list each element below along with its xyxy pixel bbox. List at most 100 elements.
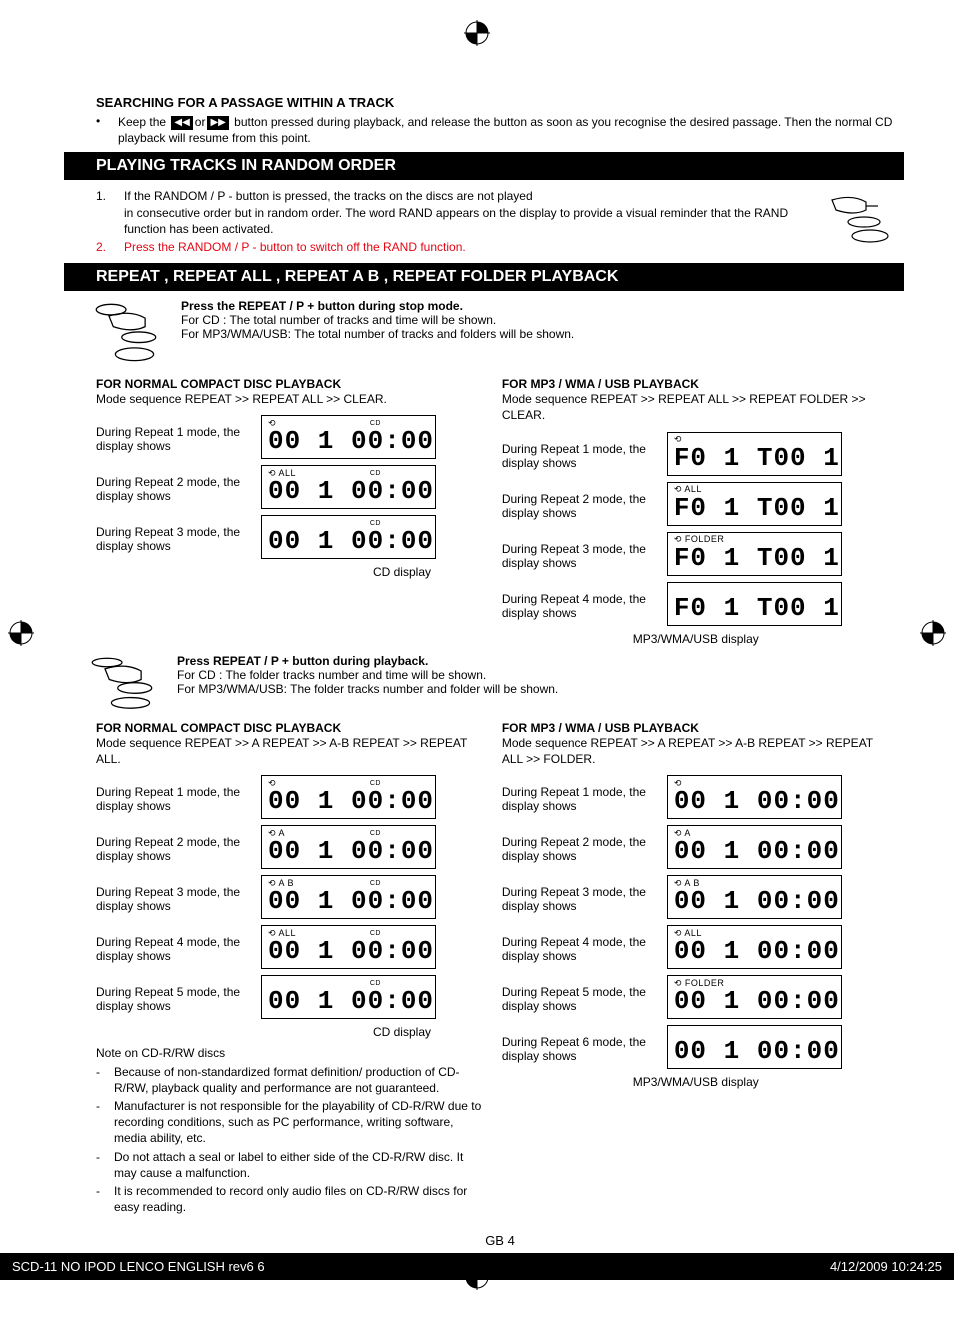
lcd-cd-1: ⟲CD 00 1 00:00 [261,415,436,459]
lcd-seg: 00 1 00:00 [674,1038,835,1064]
footer-bar: SCD-11 NO IPOD LENCO ENGLISH rev6 6 4/12… [0,1253,954,1280]
lcd-cd-3: CD 00 1 00:00 [261,515,436,559]
lcd-seg: 00 1 00:00 [674,838,835,864]
cd-mode1-text: During Repeat 1 mode, the display shows [96,415,251,453]
lcd-seg: F0 1 T00 1 [674,595,835,621]
mp32-mode6-text: During Repeat 6 mode, the display shows [502,1025,657,1063]
random-title-bar: PLAYING TRACKS IN RANDOM ORDER [64,152,904,180]
cd2-mode4-text: During Repeat 4 mode, the display shows [96,925,251,963]
mp3-mode1-text: During Repeat 1 mode, the display shows [502,432,657,470]
hand-pressing-icon-2 [92,299,177,371]
lcd-mp3-4: F0 1 T00 1 [667,582,842,626]
lcd-mp32-5: ⟲ FOLDER 00 1 00:00 [667,975,842,1019]
lcd-seg: F0 1 T00 1 [674,545,835,571]
lcd-seg: 00 1 00:00 [674,888,835,914]
playback-bold: Press REPEAT / P + button during playbac… [177,654,428,668]
dash: - [96,1064,106,1096]
lcd-seg: F0 1 T00 1 [674,445,835,471]
lcd-seg: 00 1 00:00 [268,478,429,504]
cd2-mode3-text: During Repeat 3 mode, the display shows [96,875,251,913]
lcd-seg: 00 1 00:00 [268,988,429,1014]
note-2: Manufacturer is not responsible for the … [114,1098,484,1147]
lcd-seg: 00 1 00:00 [268,788,429,814]
normal-cd-seq-2: Mode sequence REPEAT >> A REPEAT >> A-B … [96,735,484,767]
cd2-mode1-text: During Repeat 1 mode, the display shows [96,775,251,813]
lcd-cd2-2: ⟲ ACD 00 1 00:00 [261,825,436,869]
mp32-mode3-text: During Repeat 3 mode, the display shows [502,875,657,913]
lcd-cd2-4: ⟲ ALLCD 00 1 00:00 [261,925,436,969]
mp32-mode5-text: During Repeat 5 mode, the display shows [502,975,657,1013]
lcd-seg: 00 1 00:00 [674,988,835,1014]
lcd-seg: 00 1 00:00 [268,838,429,864]
mp3-mode4-text: During Repeat 4 mode, the display shows [502,582,657,620]
stopmode-mp3: For MP3/WMA/USB: The total number of tra… [181,327,574,341]
lcd-mp3-3: ⟲ FOLDER F0 1 T00 1 [667,532,842,576]
hand-pressing-icon [824,188,904,257]
mp32-mode4-text: During Repeat 4 mode, the display shows [502,925,657,963]
lcd-mp32-3: ⟲ A B 00 1 00:00 [667,875,842,919]
random-list: 1. If the RANDOM / P - button is pressed… [96,188,814,257]
mp3-display-label-2: MP3/WMA/USB display [502,1075,890,1089]
dash: - [96,1183,106,1215]
lcd-cd-2: ⟲ ALLCD 00 1 00:00 [261,465,436,509]
rewind-icon: ◀◀ [171,116,192,130]
mp32-mode1-text: During Repeat 1 mode, the display shows [502,775,657,813]
cd-display-label-2: CD display [96,1025,431,1039]
bullet-dot: • [96,114,104,146]
dash: - [96,1149,106,1181]
notes-title: Note on CD-R/RW discs [96,1045,484,1061]
random-line1b: in consecutive order but in random order… [124,206,788,236]
mp3-seq-2: Mode sequence REPEAT >> A REPEAT >> A-B … [502,735,890,767]
mp3-seq: Mode sequence REPEAT >> REPEAT ALL >> RE… [502,391,890,423]
mp3-heading-2: FOR MP3 / WMA / USB PLAYBACK [502,721,890,735]
lcd-mp3-2: ⟲ ALL F0 1 T00 1 [667,482,842,526]
normal-cd-heading-2: FOR NORMAL COMPACT DISC PLAYBACK [96,721,484,735]
lcd-seg: F0 1 T00 1 [674,495,835,521]
lcd-mp32-1: ⟲ 00 1 00:00 [667,775,842,819]
dash: - [96,1098,106,1147]
lcd-cd2-3: ⟲ A BCD 00 1 00:00 [261,875,436,919]
cd-mode2-text: During Repeat 2 mode, the display shows [96,465,251,503]
playback-cd: For CD : The folder tracks number and ti… [177,668,558,682]
list-num-2: 2. [96,239,114,255]
mp3-heading: FOR MP3 / WMA / USB PLAYBACK [502,377,890,391]
lcd-seg: 00 1 00:00 [674,788,835,814]
normal-cd-seq: Mode sequence REPEAT >> REPEAT ALL >> CL… [96,391,484,407]
cd-display-label: CD display [96,565,431,579]
mp3-display-label: MP3/WMA/USB display [502,632,890,646]
forward-icon: ▶▶ [207,116,228,130]
page-number: GB 4 [96,1233,904,1248]
repeat-title-bar: REPEAT , REPEAT ALL , REPEAT A B , REPEA… [64,263,904,291]
note-3: Do not attach a seal or label to either … [114,1149,484,1181]
lcd-mp32-2: ⟲ A 00 1 00:00 [667,825,842,869]
lcd-cd2-1: ⟲CD 00 1 00:00 [261,775,436,819]
cd2-mode2-text: During Repeat 2 mode, the display shows [96,825,251,863]
searching-heading: SEARCHING FOR A PASSAGE WITHIN A TRACK [96,95,904,110]
lcd-seg: 00 1 00:00 [268,528,429,554]
hand-pressing-icon-3 [88,654,173,715]
footer-left: SCD-11 NO IPOD LENCO ENGLISH rev6 6 [12,1259,265,1274]
lcd-seg: 00 1 00:00 [268,938,429,964]
lcd-mp32-4: ⟲ ALL 00 1 00:00 [667,925,842,969]
searching-text-or: or [195,115,206,129]
searching-text: Keep the ◀◀or▶▶ button pressed during pl… [118,114,904,146]
lcd-mp3-1: ⟲ F0 1 T00 1 [667,432,842,476]
random-line1a: If the RANDOM / P - button is pressed, t… [124,189,533,203]
lcd-seg: 00 1 00:00 [268,888,429,914]
random-line2a: Press the [124,240,178,254]
stopmode-cd: For CD : The total number of tracks and … [181,313,574,327]
note-4: It is recommended to record only audio f… [114,1183,484,1215]
cd-mode3-text: During Repeat 3 mode, the display shows [96,515,251,553]
normal-cd-heading: FOR NORMAL COMPACT DISC PLAYBACK [96,377,484,391]
stopmode-bold: Press the REPEAT / P + button during sto… [181,299,463,313]
footer-right: 4/12/2009 10:24:25 [830,1259,942,1274]
cd2-mode5-text: During Repeat 5 mode, the display shows [96,975,251,1013]
lcd-mp32-6: 00 1 00:00 [667,1025,842,1069]
playback-mp3: For MP3/WMA/USB: The folder tracks numbe… [177,682,558,696]
searching-text-a: Keep the [118,115,169,129]
mp3-mode2-text: During Repeat 2 mode, the display shows [502,482,657,520]
lcd-seg: 00 1 00:00 [674,938,835,964]
lcd-cd2-5: CD 00 1 00:00 [261,975,436,1019]
lcd-seg: 00 1 00:00 [268,428,429,454]
mp32-mode2-text: During Repeat 2 mode, the display shows [502,825,657,863]
